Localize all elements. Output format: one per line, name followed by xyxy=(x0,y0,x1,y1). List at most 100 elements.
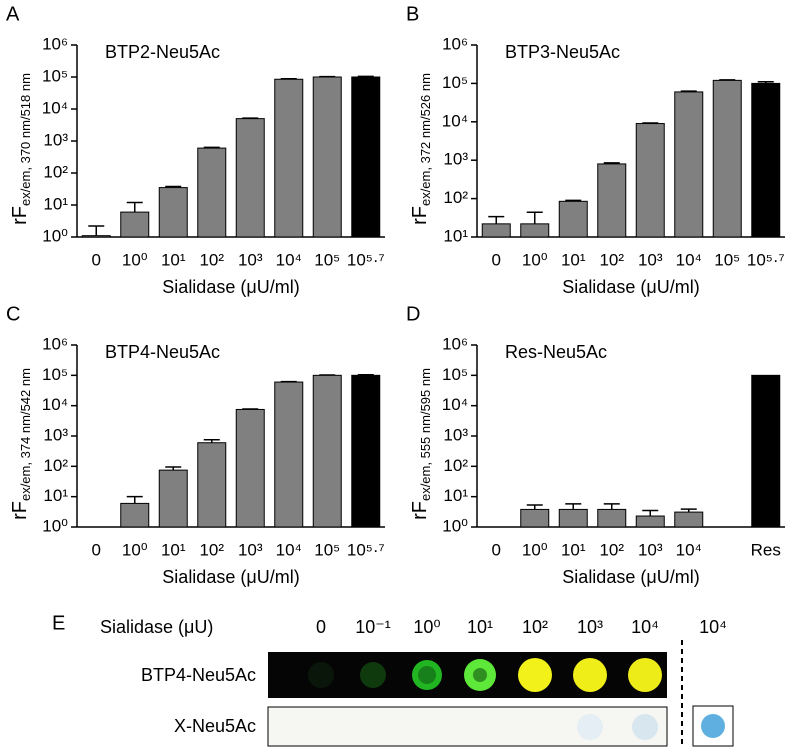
y-tick-label: 10¹ xyxy=(43,194,68,213)
x-tick-label: 10⁵·⁷ xyxy=(347,540,385,559)
x-tick-label: 10⁰ xyxy=(122,540,148,559)
bar xyxy=(235,408,265,528)
x-tick-label: 10³ xyxy=(638,250,663,269)
x-tick-label: 10⁴ xyxy=(276,540,302,559)
y-tick-label: 10¹ xyxy=(43,486,68,505)
x-tick-label: 10⁰ xyxy=(522,540,548,559)
x-tick-label: 10³ xyxy=(238,250,263,269)
panel-e: E Sialidase (μU) 0 10⁻¹ 10⁰ 10¹ 10² 10³ 10⁴ 10… xyxy=(52,612,734,747)
bar xyxy=(674,511,704,528)
x-tick-label: 0 xyxy=(492,540,501,559)
error-bar xyxy=(603,503,620,510)
row-label: X-Neu5Ac xyxy=(174,716,256,736)
spot xyxy=(701,714,725,738)
error-bar xyxy=(126,495,143,504)
x-tick-label: 0 xyxy=(92,250,101,269)
x-tick-label: 0 xyxy=(492,250,501,269)
bar xyxy=(274,78,304,238)
x-tick-label: 10³ xyxy=(238,540,263,559)
bar xyxy=(712,79,742,238)
y-tick-label: 10³ xyxy=(43,425,68,444)
x-tick-label: 10² xyxy=(199,540,224,559)
column-label: 10² xyxy=(522,617,548,637)
column-label: 10⁴ xyxy=(631,617,659,637)
y-label-sub: ex/em, 370 nm/518 nm xyxy=(18,73,33,206)
bar xyxy=(751,82,781,238)
y-axis-label: rFex/em, 374 nm/542 nm xyxy=(9,368,33,520)
x-axis-label: Sialidase (μU/ml) xyxy=(562,277,699,297)
y-tick-label: 10⁵ xyxy=(42,66,68,85)
chart: C BTP4-Neu5Ac rFex/em, 374 nm/542 nm 10⁰ 10¹… xyxy=(6,303,385,587)
column-label: 10¹ xyxy=(467,617,493,637)
chart: B BTP3-Neu5Ac rFex/em, 372 nm/526 nm 10¹ 10²… xyxy=(406,3,785,297)
x-tick-label: 10² xyxy=(599,250,624,269)
y-tick-label: 10⁴ xyxy=(442,395,468,414)
panel-letter: B xyxy=(406,3,419,25)
error-bar xyxy=(526,211,543,224)
chart-title: BTP2-Neu5Ac xyxy=(105,42,220,62)
y-label-main: rF xyxy=(409,206,431,225)
x-tick-label: 10² xyxy=(599,540,624,559)
bar xyxy=(674,91,704,238)
spot xyxy=(360,662,386,688)
y-tick-label: 10⁵ xyxy=(442,73,468,92)
y-tick-label: 10⁶ xyxy=(442,34,468,53)
y-tick-label: 10² xyxy=(43,456,68,475)
x-axis-label: Sialidase (μU/ml) xyxy=(562,567,699,587)
bar xyxy=(351,374,381,528)
column-labels: 0 10⁻¹ 10⁰ 10¹ 10² 10³ 10⁴ xyxy=(316,617,659,637)
bar xyxy=(635,515,665,528)
x-tick-label: 10⁴ xyxy=(676,250,702,269)
y-tick-label: 10⁰ xyxy=(42,226,68,245)
x-tick-label: 10⁵ xyxy=(314,540,340,559)
x-tick-label: 10¹ xyxy=(561,540,586,559)
x-tick-label: 10⁵ xyxy=(314,250,340,269)
x-tick-label: 10⁰ xyxy=(122,250,148,269)
bar xyxy=(558,200,588,238)
y-tick-label: 10⁰ xyxy=(42,516,68,535)
y-tick-label: 10⁴ xyxy=(42,98,68,117)
bar xyxy=(120,211,150,238)
row-label: BTP4-Neu5Ac xyxy=(141,665,256,685)
bar xyxy=(520,223,550,238)
error-bar xyxy=(642,509,659,517)
panel-letter: C xyxy=(6,303,20,325)
y-axis-label: rFex/em, 370 nm/518 nm xyxy=(9,73,33,225)
y-label-main: rF xyxy=(409,501,431,520)
spot xyxy=(628,658,662,692)
chart-title: BTP4-Neu5Ac xyxy=(105,342,220,362)
panel-letter: A xyxy=(6,3,20,25)
y-tick-label: 10² xyxy=(43,162,68,181)
y-label-sub: ex/em, 555 nm/595 nm xyxy=(418,368,433,501)
spot-core xyxy=(473,668,487,682)
x-tick-label: Res xyxy=(751,540,781,559)
header: Sialidase (μU) xyxy=(100,617,213,637)
x-tick-label: 10¹ xyxy=(161,540,186,559)
x-tick-label: 10¹ xyxy=(161,250,186,269)
x-tick-label: 10¹ xyxy=(561,250,586,269)
spot-core xyxy=(418,666,436,684)
y-label-sub: ex/em, 372 nm/526 nm xyxy=(418,73,433,206)
y-label-sub: ex/em, 374 nm/542 nm xyxy=(18,368,33,501)
x-tick-label: 10⁴ xyxy=(276,250,302,269)
bar xyxy=(197,147,227,238)
x-tick-label: 10⁵·⁷ xyxy=(747,250,785,269)
bar xyxy=(558,508,588,528)
bar xyxy=(597,163,627,238)
y-tick-label: 10⁶ xyxy=(42,34,68,53)
colorimetric-strip xyxy=(267,706,668,747)
y-tick-label: 10⁶ xyxy=(442,334,468,353)
chart: D Res-Neu5Ac rFex/em, 555 nm/595 nm 10⁰ 10¹ 1… xyxy=(406,303,785,587)
error-bar xyxy=(488,215,505,224)
error-bar xyxy=(165,466,182,471)
spot xyxy=(573,658,607,692)
bar xyxy=(120,502,150,528)
y-tick-label: 10⁴ xyxy=(442,111,468,130)
y-axis-label: rFex/em, 372 nm/526 nm xyxy=(409,73,433,225)
y-tick-label: 10⁵ xyxy=(442,365,468,384)
y-tick-label: 10⁴ xyxy=(42,395,68,414)
bar xyxy=(312,76,342,238)
y-tick-label: 10⁶ xyxy=(42,334,68,353)
bar xyxy=(635,123,665,238)
